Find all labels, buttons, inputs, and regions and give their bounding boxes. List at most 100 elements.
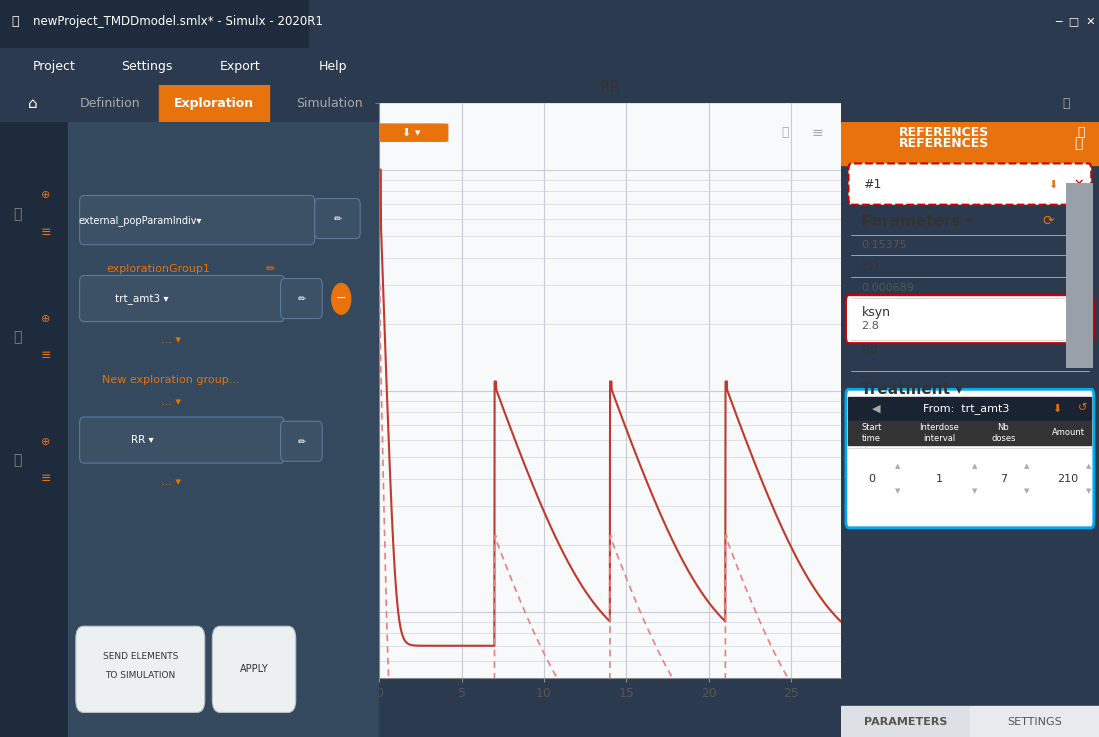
Bar	[841, 706, 970, 737]
FancyBboxPatch shape	[846, 295, 1094, 343]
Text: ⟳: ⟳	[1042, 214, 1054, 228]
Bar	[0, 85, 66, 122]
Text: New exploration group...: New exploration group...	[102, 375, 240, 385]
Text: ─  □  ✕: ─ □ ✕	[1055, 16, 1096, 27]
FancyBboxPatch shape	[846, 389, 1094, 528]
FancyBboxPatch shape	[212, 626, 296, 713]
Text: −: −	[336, 293, 346, 305]
Text: ≡: ≡	[41, 226, 51, 239]
Text: ⬇ ▾: ⬇ ▾	[402, 128, 421, 138]
FancyBboxPatch shape	[76, 626, 204, 713]
Bar	[1066, 184, 1094, 368]
Text: ▼: ▼	[1074, 324, 1079, 332]
Bar	[68, 122, 379, 737]
Text: 2.8: 2.8	[862, 321, 879, 331]
Text: ≡: ≡	[41, 472, 51, 485]
Text: ✕: ✕	[1073, 178, 1084, 191]
Title: RR: RR	[599, 80, 621, 95]
Text: PARAMETERS: PARAMETERS	[864, 716, 947, 727]
Text: Start
time: Start time	[862, 423, 881, 443]
FancyBboxPatch shape	[79, 195, 314, 245]
Text: ⬇: ⬇	[1047, 179, 1057, 189]
Text: ⌂: ⌂	[29, 96, 37, 111]
FancyBboxPatch shape	[79, 276, 285, 321]
Text: ▲: ▲	[1074, 311, 1079, 320]
Circle shape	[332, 284, 351, 314]
Text: 👤: 👤	[13, 453, 21, 467]
Bar	[848, 397, 1091, 420]
Text: ↺: ↺	[1068, 214, 1079, 228]
Text: Project: Project	[33, 60, 76, 73]
FancyBboxPatch shape	[79, 417, 285, 463]
Text: Simulation: Simulation	[297, 97, 363, 110]
Text: 👤: 👤	[13, 330, 21, 344]
Text: ksyn: ksyn	[862, 306, 890, 319]
Text: 🗑: 🗑	[1077, 126, 1085, 139]
Text: ✏: ✏	[298, 294, 306, 304]
Text: ▲: ▲	[973, 464, 978, 469]
Text: 210: 210	[1057, 474, 1078, 483]
Text: Help: Help	[319, 60, 347, 73]
FancyBboxPatch shape	[314, 198, 360, 239]
Text: explorationGroup1: explorationGroup1	[107, 265, 210, 274]
Text: ... ▾: ... ▾	[160, 477, 180, 486]
Bar	[0, 0, 308, 48]
Text: 1: 1	[935, 474, 942, 483]
Text: Settings: Settings	[121, 60, 173, 73]
Text: ✏: ✏	[298, 436, 306, 447]
Text: ✏: ✏	[265, 265, 275, 274]
Text: external_popParamIndiv▾: external_popParamIndiv▾	[79, 214, 202, 226]
Text: newProject_TMDDmodel.smlx* - Simulx - 2020R1: newProject_TMDDmodel.smlx* - Simulx - 20…	[33, 15, 323, 28]
Text: RR ▾: RR ▾	[131, 436, 154, 445]
Text: ≡: ≡	[812, 126, 823, 139]
Bar	[159, 85, 269, 122]
Text: ▲: ▲	[1086, 464, 1091, 469]
Bar	[848, 422, 1091, 444]
Bar	[0, 122, 68, 737]
Text: SETTINGS: SETTINGS	[1007, 716, 1062, 727]
Text: ⊕: ⊕	[41, 313, 51, 324]
Text: R0: R0	[862, 344, 878, 357]
Text: 💬: 💬	[1063, 97, 1069, 110]
Text: ⊕: ⊕	[41, 190, 51, 200]
Text: 7: 7	[1000, 474, 1007, 483]
Text: 🗑: 🗑	[1074, 136, 1083, 150]
Text: ▼: ▼	[895, 488, 900, 494]
Text: #1: #1	[863, 178, 881, 191]
Text: Parameters ▾: Parameters ▾	[862, 214, 974, 228]
Text: REFERENCES: REFERENCES	[899, 136, 989, 150]
Text: From:  trt_amt3: From: trt_amt3	[923, 403, 1010, 414]
Text: TO SIMULATION: TO SIMULATION	[106, 671, 176, 680]
Text: ≡: ≡	[41, 349, 51, 362]
FancyBboxPatch shape	[848, 164, 1091, 205]
Text: Nb
doses: Nb doses	[991, 423, 1015, 443]
Text: ... ▾: ... ▾	[160, 335, 180, 345]
Text: ... ▾: ... ▾	[160, 397, 180, 407]
Text: 🔷: 🔷	[11, 15, 19, 28]
FancyBboxPatch shape	[280, 422, 322, 461]
Text: ▼: ▼	[1024, 488, 1030, 494]
Bar	[970, 706, 1099, 737]
Text: 👤: 👤	[13, 207, 21, 221]
Text: ▼: ▼	[973, 488, 978, 494]
FancyBboxPatch shape	[375, 123, 448, 142]
Bar	[841, 122, 1099, 164]
Text: ✏: ✏	[333, 214, 342, 224]
Text: REFERENCES: REFERENCES	[899, 126, 989, 139]
Text: 0.000689: 0.000689	[862, 283, 914, 293]
Text: 🔖: 🔖	[781, 126, 789, 139]
Text: trt_amt3 ▾: trt_amt3 ▾	[115, 293, 169, 304]
Text: ◀: ◀	[872, 403, 880, 413]
Text: ⊕: ⊕	[41, 436, 51, 447]
Text: Export: Export	[220, 60, 260, 73]
Text: 0.15375: 0.15375	[862, 240, 907, 250]
Text: Definition: Definition	[79, 97, 141, 110]
Text: 0: 0	[868, 474, 875, 483]
Text: ↺: ↺	[1078, 403, 1088, 413]
Text: Exploration: Exploration	[175, 97, 254, 110]
Text: ▼: ▼	[1086, 488, 1091, 494]
Text: Treatment ▾: Treatment ▾	[862, 382, 963, 397]
Text: Interdose
interval: Interdose interval	[919, 423, 958, 443]
Text: ▲: ▲	[895, 464, 900, 469]
Text: Amount: Amount	[1052, 428, 1085, 438]
